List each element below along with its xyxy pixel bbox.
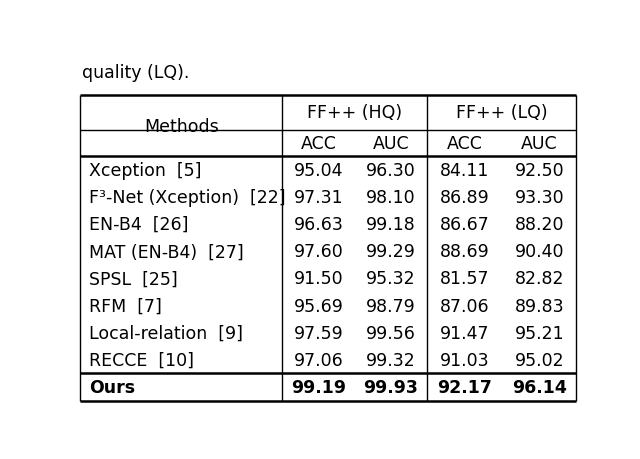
Text: 82.82: 82.82 [515, 270, 564, 288]
Text: 97.59: 97.59 [294, 324, 344, 342]
Text: 91.47: 91.47 [440, 324, 490, 342]
Text: 98.79: 98.79 [366, 297, 416, 315]
Text: Xception  [5]: Xception [5] [89, 162, 202, 179]
Text: ACC: ACC [301, 134, 337, 152]
Text: 95.32: 95.32 [366, 270, 416, 288]
Text: FF++ (HQ): FF++ (HQ) [307, 104, 403, 122]
Text: 93.30: 93.30 [515, 189, 564, 207]
Text: 86.67: 86.67 [440, 216, 490, 234]
Text: RFM  [7]: RFM [7] [89, 297, 162, 315]
Text: quality (LQ).: quality (LQ). [83, 64, 190, 82]
Text: 99.93: 99.93 [364, 378, 419, 396]
Text: 98.10: 98.10 [366, 189, 416, 207]
Text: Methods: Methods [144, 118, 218, 135]
Text: 99.56: 99.56 [366, 324, 416, 342]
Text: 91.50: 91.50 [294, 270, 344, 288]
Text: 99.32: 99.32 [366, 351, 416, 369]
Text: AUC: AUC [372, 134, 410, 152]
Text: AUC: AUC [521, 134, 557, 152]
Text: 92.50: 92.50 [515, 162, 564, 179]
Text: 87.06: 87.06 [440, 297, 490, 315]
Text: 96.63: 96.63 [294, 216, 344, 234]
Text: Local-relation  [9]: Local-relation [9] [89, 324, 243, 342]
Text: 95.69: 95.69 [294, 297, 344, 315]
Text: 88.20: 88.20 [515, 216, 564, 234]
Text: MAT (EN-B4)  [27]: MAT (EN-B4) [27] [89, 243, 244, 261]
Text: 88.69: 88.69 [440, 243, 490, 261]
Text: 97.60: 97.60 [294, 243, 344, 261]
Text: 96.14: 96.14 [512, 378, 567, 396]
Text: FF++ (LQ): FF++ (LQ) [456, 104, 547, 122]
Text: ACC: ACC [447, 134, 483, 152]
Text: Ours: Ours [89, 378, 135, 396]
Text: 81.57: 81.57 [440, 270, 490, 288]
Text: 91.03: 91.03 [440, 351, 490, 369]
Text: 95.04: 95.04 [294, 162, 343, 179]
Text: 95.02: 95.02 [515, 351, 564, 369]
Text: 99.18: 99.18 [366, 216, 416, 234]
Text: 99.19: 99.19 [291, 378, 346, 396]
Text: EN-B4  [26]: EN-B4 [26] [89, 216, 188, 234]
Text: RECCE  [10]: RECCE [10] [89, 351, 194, 369]
Text: 92.17: 92.17 [438, 378, 492, 396]
Text: 86.89: 86.89 [440, 189, 490, 207]
Text: 97.31: 97.31 [294, 189, 344, 207]
Text: F³-Net (Xception)  [22]: F³-Net (Xception) [22] [89, 189, 285, 207]
Text: 99.29: 99.29 [366, 243, 416, 261]
Text: 95.21: 95.21 [515, 324, 564, 342]
Text: 97.06: 97.06 [294, 351, 344, 369]
Text: SPSL  [25]: SPSL [25] [89, 270, 178, 288]
Text: 90.40: 90.40 [515, 243, 564, 261]
Text: 84.11: 84.11 [440, 162, 490, 179]
Text: 89.83: 89.83 [515, 297, 564, 315]
Text: 96.30: 96.30 [366, 162, 416, 179]
